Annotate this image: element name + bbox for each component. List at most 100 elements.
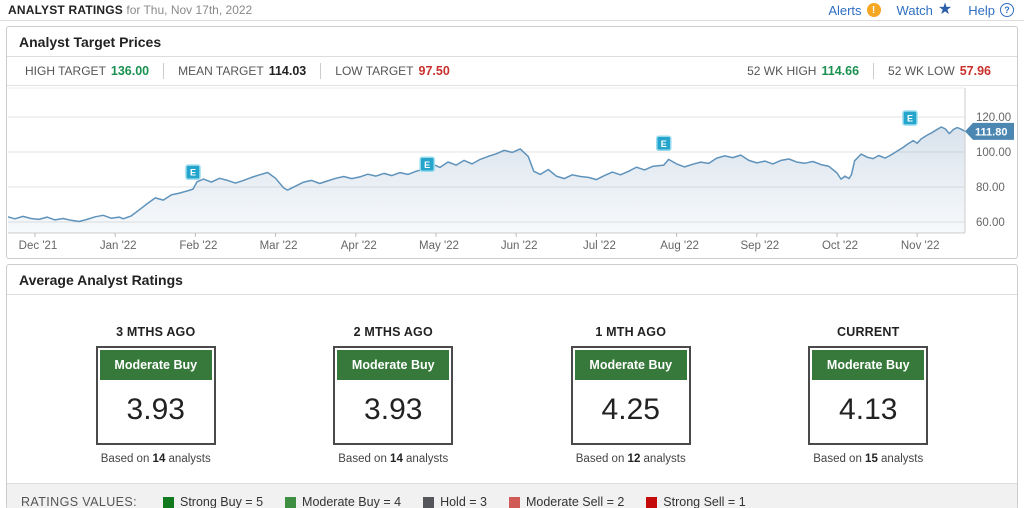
moderate-buy-swatch [285, 496, 297, 508]
analyst-count: 15 [865, 453, 878, 465]
high-target-label: HIGH TARGET [25, 64, 106, 78]
legend-item-strong-sell: Strong Sell = 1 [646, 495, 746, 508]
x-axis-label: Aug '22 [660, 240, 699, 252]
earnings-marker-label: E [907, 114, 913, 124]
y-axis-label: 60.00 [976, 217, 1005, 229]
legend-label: Moderate Sell = 2 [525, 495, 625, 508]
rating-box: Moderate Buy 4.25 [570, 346, 691, 445]
divider [873, 63, 875, 79]
based-on-analysts: Based on 14 analysts [101, 453, 211, 465]
strong-buy-swatch [162, 496, 174, 508]
legend-label: Moderate Buy = 4 [302, 495, 402, 508]
divider [320, 63, 322, 79]
earnings-marker-label: E [190, 168, 196, 178]
rating-text: Moderate Buy [99, 350, 212, 380]
mean-target-label: MEAN TARGET [178, 64, 264, 78]
rating-period-label: 3 MTHS AGO [116, 325, 196, 339]
page-topbar: ANALYST RATINGS for Thu, Nov 17th, 2022 … [0, 0, 1024, 21]
price-area [8, 127, 966, 233]
rating-text: Moderate Buy [337, 350, 450, 380]
targets-summary-row: HIGH TARGET 136.00 MEAN TARGET 114.03 LO… [7, 57, 1017, 86]
low-target-label: LOW TARGET [335, 64, 414, 78]
alert-exclamation-icon[interactable]: ! [866, 3, 881, 17]
x-axis-label: Dec '21 [19, 240, 58, 252]
help-question-icon[interactable]: ? [1000, 3, 1014, 17]
low-target: LOW TARGET 97.50 [321, 64, 464, 78]
legend-item-strong-buy: Strong Buy = 5 [162, 495, 264, 508]
based-on-suffix: analysts [165, 453, 211, 465]
alerts-label: Alerts [828, 2, 862, 18]
y-axis-label: 100.00 [976, 147, 1011, 159]
rating-period-label: 1 MTH AGO [595, 325, 667, 339]
based-on-suffix: analysts [877, 453, 924, 465]
average-analyst-ratings-card: Average Analyst Ratings 3 MTHS AGO Moder… [6, 264, 1018, 508]
52wk-high-label: 52 WK HIGH [747, 64, 817, 78]
ratings-section-title: Average Analyst Ratings [7, 265, 1017, 295]
help-label: Help [968, 2, 995, 18]
earnings-marker[interactable] [185, 164, 201, 180]
rating-box: Moderate Buy 3.93 [333, 346, 454, 445]
x-axis-label: Apr '22 [341, 240, 377, 252]
x-axis-label: Jun '22 [501, 240, 538, 252]
x-axis-label: Mar '22 [260, 240, 298, 252]
alerts-link[interactable]: Alerts ! [828, 2, 881, 18]
moderate-sell-swatch [508, 496, 520, 508]
x-axis-label: Sep '22 [740, 240, 779, 252]
rating-box: Moderate Buy 3.93 [95, 346, 216, 445]
based-on-analysts: Based on 14 analysts [338, 453, 448, 465]
rating-column-1mth: 1 MTH AGO Moderate Buy 4.25 Based on 12 … [531, 325, 731, 465]
legend-title: RATINGS VALUES: [21, 495, 137, 508]
based-on-analysts: Based on 15 analysts [813, 453, 923, 465]
legend-label: Strong Buy = 5 [179, 495, 264, 508]
rating-column-current: CURRENT Moderate Buy 4.13 Based on 15 an… [768, 325, 968, 465]
y-axis-label: 120.00 [976, 112, 1011, 124]
last-price-text: 111.80 [975, 126, 1007, 138]
rating-period-label: CURRENT [836, 325, 900, 339]
rating-value: 4.25 [601, 393, 660, 426]
legend-item-hold: Hold = 3 [423, 495, 487, 508]
x-axis-label: Jan '22 [100, 240, 137, 252]
watch-link[interactable]: Watch ★ [897, 1, 953, 18]
x-axis-label: Jul '22 [583, 240, 616, 252]
based-on-prefix: Based on [813, 453, 866, 465]
page-subtitle: for Thu, Nov 17th, 2022 [126, 3, 253, 17]
page-title-line: ANALYST RATINGS for Thu, Nov 17th, 2022 [8, 3, 252, 17]
page-title: ANALYST RATINGS [8, 3, 124, 17]
analyst-target-prices-card: Analyst Target Prices HIGH TARGET 136.00… [6, 26, 1018, 259]
ratings-values-legend: RATINGS VALUES: Strong Buy = 5 Moderate … [7, 483, 1017, 508]
rating-column-2mths: 2 MTHS AGO Moderate Buy 3.93 Based on 14… [293, 325, 493, 465]
earnings-marker-label: E [661, 139, 667, 149]
rating-value: 3.93 [126, 393, 185, 426]
target-prices-section-title: Analyst Target Prices [7, 27, 1017, 57]
help-link[interactable]: Help ? [968, 3, 1014, 18]
52wk-low-label: 52 WK LOW [888, 64, 955, 78]
based-on-prefix: Based on [338, 453, 391, 465]
rating-text: Moderate Buy [574, 350, 687, 380]
mean-target-value: 114.03 [268, 64, 307, 78]
52wk-low: 52 WK LOW 57.96 [874, 64, 1005, 78]
based-on-prefix: Based on [100, 453, 153, 465]
x-axis-label: Oct '22 [822, 240, 858, 252]
based-on-prefix: Based on [575, 453, 628, 465]
earnings-marker[interactable] [902, 110, 918, 126]
mean-target: MEAN TARGET 114.03 [164, 64, 320, 78]
earnings-marker-label: E [424, 160, 430, 170]
based-on-suffix: analysts [640, 453, 686, 465]
watch-star-icon[interactable]: ★ [937, 1, 953, 18]
price-line [8, 126, 966, 223]
rating-box: Moderate Buy 4.13 [808, 346, 929, 445]
last-price-badge [965, 122, 1014, 140]
rating-value: 4.13 [839, 393, 898, 426]
legend-item-moderate-buy: Moderate Buy = 4 [285, 495, 401, 508]
rating-text: Moderate Buy [812, 350, 925, 380]
analyst-count: 14 [390, 453, 403, 465]
earnings-marker[interactable] [656, 135, 672, 151]
analyst-count: 14 [152, 453, 166, 465]
earnings-marker[interactable] [419, 156, 435, 172]
high-target: HIGH TARGET 136.00 [19, 64, 163, 78]
price-history-svg: 120.00 100.00 80.00 60.00 Dec '21 Jan '22 Feb … [8, 87, 1014, 252]
legend-item-moderate-sell: Moderate Sell = 2 [508, 495, 625, 508]
low-target-value: 97.50 [418, 64, 450, 78]
52wk-low-value: 57.96 [959, 64, 991, 78]
x-axis-label: Nov '22 [901, 240, 940, 252]
